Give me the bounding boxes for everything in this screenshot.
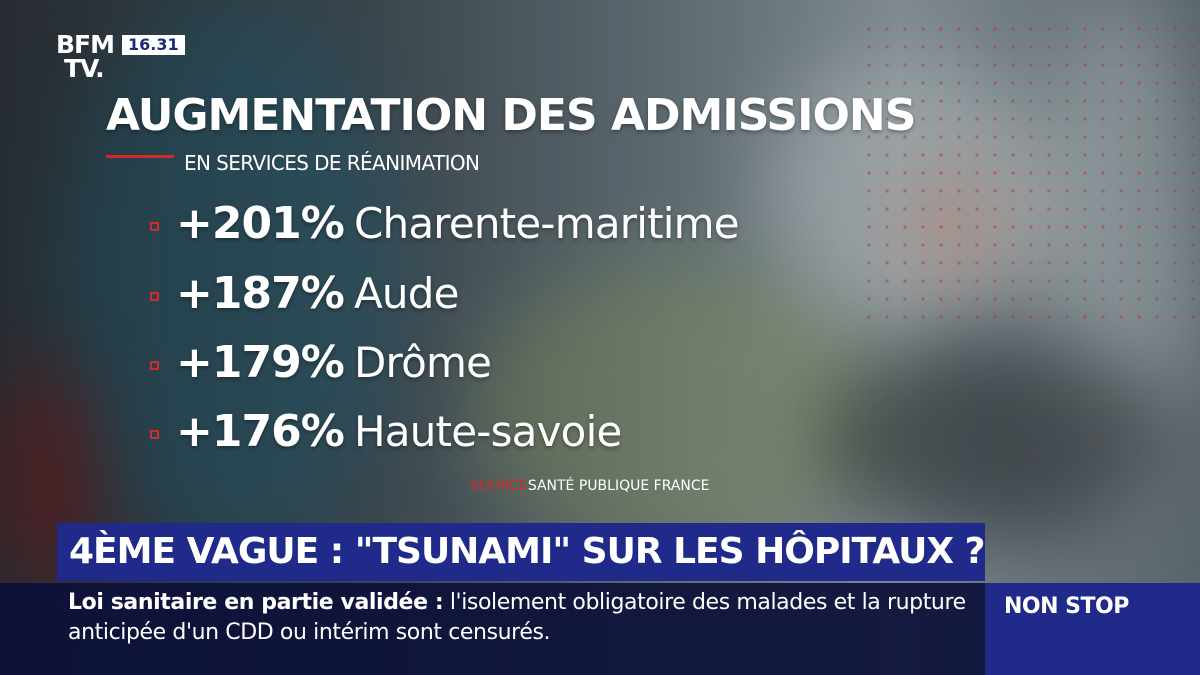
stat-region: Haute-savoie xyxy=(354,407,622,456)
source-credit: SOURCESANTÉ PUBLIQUE FRANCE xyxy=(470,476,710,496)
stat-region: Aude xyxy=(354,269,459,318)
stat-region: Charente-maritime xyxy=(354,199,740,248)
title-accent-line xyxy=(106,155,174,158)
stat-region: Drôme xyxy=(354,338,492,387)
source-label: SOURCE xyxy=(470,478,528,494)
ticker-text: Loi sanitaire en partie validée : l'isol… xyxy=(68,588,968,648)
logo-bfm: BFM xyxy=(56,30,115,59)
stat-value: +187% xyxy=(176,268,345,319)
stat-item: +201% Charente-maritime xyxy=(150,196,850,252)
ticker-body: l'isolement obligatoire des malades et l… xyxy=(68,590,966,645)
bullet-square-icon xyxy=(150,361,159,370)
stat-value: +179% xyxy=(176,337,345,388)
nonstop-tag: NON STOP xyxy=(1004,594,1129,619)
graphic-title: AUGMENTATION DES ADMISSIONS xyxy=(106,90,916,141)
bullet-square-icon xyxy=(150,292,159,301)
stat-value: +176% xyxy=(176,406,345,457)
nonstop-tag-box xyxy=(985,583,1200,675)
logo-tv: TV. xyxy=(64,54,105,83)
source-name: SANTÉ PUBLIQUE FRANCE xyxy=(527,478,710,494)
headline-banner: 4ÈME VAGUE : "TSUNAMI" SUR LES HÔPITAUX … xyxy=(57,523,985,581)
stat-value: +201% xyxy=(176,198,345,249)
ticker-lead: Loi sanitaire en partie validée : xyxy=(68,590,444,615)
stat-item: +187% Aude xyxy=(150,266,850,322)
bullet-square-icon xyxy=(150,430,159,439)
clock-time: 16.31 xyxy=(122,35,185,55)
stat-item: +176% Haute-savoie xyxy=(150,404,850,460)
bullet-square-icon xyxy=(150,222,159,231)
stat-item: +179% Drôme xyxy=(150,335,850,391)
news-ticker xyxy=(0,583,985,675)
graphic-subtitle: EN SERVICES DE RÉANIMATION xyxy=(184,151,480,175)
